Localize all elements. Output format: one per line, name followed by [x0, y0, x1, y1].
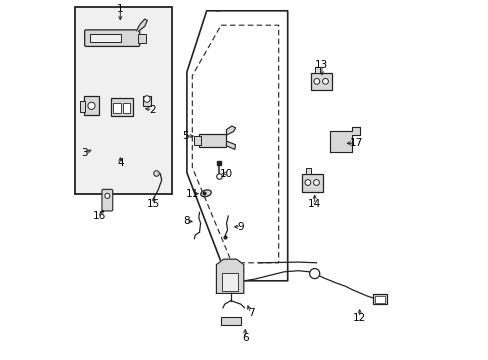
- Polygon shape: [216, 259, 244, 293]
- Bar: [310, 73, 331, 90]
- Circle shape: [322, 78, 328, 84]
- Text: 10: 10: [220, 168, 233, 179]
- Bar: [113, 103, 121, 113]
- FancyBboxPatch shape: [102, 189, 113, 211]
- Polygon shape: [329, 127, 359, 152]
- Circle shape: [88, 102, 95, 109]
- Text: 8: 8: [183, 216, 190, 226]
- Bar: [90, 34, 121, 42]
- Bar: [111, 98, 133, 116]
- Circle shape: [309, 269, 319, 279]
- Text: 9: 9: [237, 222, 244, 232]
- Bar: [75, 7, 172, 194]
- Bar: [222, 273, 238, 291]
- Bar: [199, 134, 226, 147]
- Text: 6: 6: [242, 333, 248, 343]
- Bar: [142, 96, 151, 106]
- Circle shape: [313, 78, 319, 84]
- FancyBboxPatch shape: [84, 30, 140, 46]
- Bar: [302, 174, 322, 192]
- Circle shape: [313, 180, 319, 185]
- Bar: [305, 168, 310, 174]
- Polygon shape: [136, 19, 147, 31]
- Bar: [122, 103, 130, 113]
- Bar: [194, 136, 200, 145]
- Text: 15: 15: [147, 199, 160, 210]
- Text: 1: 1: [117, 4, 123, 14]
- Text: 12: 12: [352, 312, 366, 323]
- Bar: [374, 296, 384, 303]
- Text: 2: 2: [149, 105, 156, 115]
- Text: 16: 16: [93, 211, 106, 221]
- Text: 14: 14: [307, 199, 321, 210]
- Text: 7: 7: [247, 308, 254, 318]
- Bar: [84, 96, 99, 115]
- Circle shape: [305, 180, 310, 185]
- Ellipse shape: [200, 190, 211, 197]
- Polygon shape: [226, 141, 235, 149]
- Circle shape: [143, 96, 150, 102]
- Bar: [314, 67, 320, 73]
- Bar: [138, 34, 146, 43]
- Circle shape: [104, 193, 110, 198]
- Bar: [373, 294, 386, 304]
- Bar: [80, 101, 85, 112]
- Text: 17: 17: [349, 138, 362, 148]
- Text: 5: 5: [182, 131, 188, 141]
- Bar: [220, 317, 241, 325]
- Text: 4: 4: [117, 158, 123, 168]
- Text: 13: 13: [315, 60, 328, 70]
- Text: 11: 11: [185, 189, 199, 199]
- Text: 3: 3: [81, 148, 87, 158]
- Polygon shape: [226, 126, 235, 135]
